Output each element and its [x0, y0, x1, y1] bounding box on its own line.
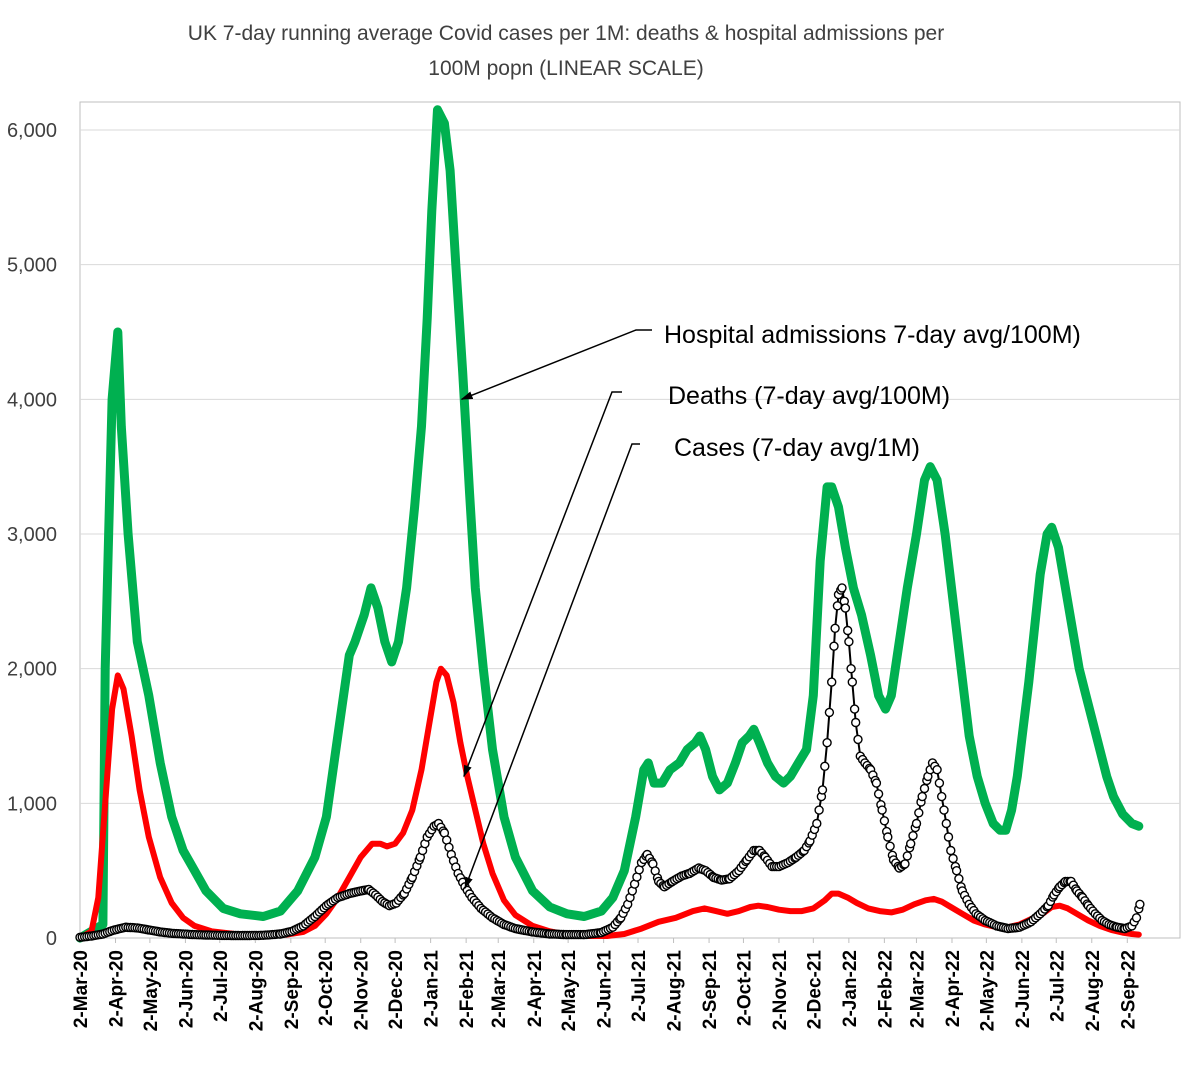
annotation-arrow: [463, 391, 622, 778]
x-tick-label: 2-Apr-21: [525, 950, 546, 1028]
data-point: [844, 637, 854, 647]
data-point: [934, 778, 945, 788]
x-tick-label: 2-Feb-22: [875, 950, 896, 1028]
x-tick-label: 2-Nov-20: [352, 950, 373, 1030]
series-hospital-admissions: [75, 105, 1144, 943]
data-point: [849, 704, 860, 714]
y-tick-label: 5,000: [7, 255, 57, 277]
data-point: [1135, 899, 1145, 909]
y-tick-label: 1,000: [7, 793, 57, 815]
x-tick-label: 2-Sep-20: [282, 950, 303, 1029]
annotation-hospital-admissions: Hospital admissions 7-day avg/100M): [664, 321, 1081, 349]
data-point: [900, 859, 910, 869]
x-tick-label: 2-Oct-20: [316, 950, 337, 1026]
series-line: [75, 105, 1144, 943]
data-point: [871, 778, 882, 788]
x-tick-label: 2-May-21: [559, 950, 580, 1032]
data-point: [820, 761, 830, 771]
x-tick-label: 2-Jul-20: [211, 950, 232, 1022]
chart-title-line-1: UK 7-day running average Covid cases per…: [188, 22, 944, 45]
data-point: [951, 866, 962, 876]
data-point: [919, 783, 930, 794]
annotations: Hospital admissions 7-day avg/100M) Deat…: [460, 321, 1081, 890]
data-point: [885, 841, 895, 851]
y-tick-label: 4,000: [7, 389, 57, 411]
data-point: [822, 738, 832, 748]
data-point: [946, 845, 956, 856]
x-tick-label: 2-Nov-21: [770, 950, 791, 1031]
x-tick-label: 2-Mar-20: [71, 950, 92, 1028]
annotation-cases: Cases (7-day avg/1M): [674, 434, 920, 462]
data-point: [837, 583, 847, 593]
y-tick-label: 3,000: [7, 524, 57, 546]
x-tick-label: 2-Aug-22: [1083, 950, 1104, 1031]
x-tick-label: 2-Aug-20: [246, 950, 267, 1031]
data-point: [941, 818, 951, 829]
data-point: [902, 851, 912, 861]
x-tick-label: 2-Apr-20: [107, 950, 128, 1027]
data-point: [1131, 913, 1142, 923]
x-tick-label: 2-May-22: [977, 950, 998, 1031]
x-tick-label: 2-Jun-21: [595, 950, 616, 1029]
data-point: [954, 874, 964, 884]
x-tick-label: 2-Dec-20: [386, 950, 407, 1029]
data-point: [948, 853, 958, 864]
annotation-arrow: [464, 443, 640, 890]
x-tick-label: 2-Jan-21: [422, 950, 443, 1028]
data-point: [908, 831, 918, 841]
data-point: [937, 791, 947, 802]
data-point: [846, 664, 856, 674]
x-tick-label: 2-Sep-22: [1118, 950, 1139, 1029]
data-point: [843, 625, 853, 636]
data-point: [830, 623, 840, 633]
data-point: [939, 805, 949, 815]
data-point: [873, 789, 884, 799]
data-point: [906, 839, 916, 849]
data-point: [853, 734, 863, 745]
x-tick-label: 2-Mar-21: [489, 950, 510, 1029]
data-point: [917, 791, 927, 802]
x-tick-label: 2-Jun-22: [1013, 950, 1034, 1028]
data-point: [829, 641, 839, 651]
x-axis-ticks: 2-Mar-20 2-Apr-20 2-May-20 2-Jun-20 2-Jul-20…: [71, 938, 1139, 1031]
data-point: [840, 603, 851, 613]
data-point: [814, 805, 824, 815]
data-point: [883, 832, 893, 842]
y-tick-label: 0: [46, 928, 57, 950]
data-point: [827, 677, 837, 687]
y-tick-label: 6,000: [7, 120, 57, 142]
data-point: [911, 818, 922, 829]
annotation-arrow: [460, 329, 652, 400]
data-point: [879, 816, 890, 826]
plot-area: [79, 101, 1181, 939]
x-tick-label: 2-Jun-20: [176, 950, 197, 1028]
x-tick-label: 2-Oct-21: [734, 950, 755, 1026]
annotation-deaths: Deaths (7-day avg/100M): [668, 382, 950, 410]
x-tick-label: 2-Sep-21: [700, 950, 721, 1030]
series-cases: [75, 583, 1145, 942]
x-tick-label: 2-Jul-21: [629, 950, 650, 1022]
x-tick-label: 2-Feb-21: [457, 950, 478, 1029]
x-tick-label: 2-Apr-22: [943, 950, 964, 1027]
x-tick-label: 2-Jul-22: [1047, 950, 1068, 1022]
x-tick-label: 2-Aug-21: [665, 950, 686, 1032]
data-point: [877, 805, 887, 815]
y-axis-ticks: 0 1,000 2,000 3,000 4,000 5,000 6,000: [7, 120, 57, 950]
x-tick-label: 2-Mar-22: [907, 950, 928, 1028]
data-point: [824, 707, 835, 718]
data-point: [817, 785, 828, 795]
data-point: [914, 808, 924, 818]
data-point: [851, 717, 861, 728]
data-point: [932, 765, 942, 775]
data-point: [812, 818, 822, 829]
data-point: [847, 677, 857, 687]
x-tick-label: 2-Dec-21: [804, 950, 825, 1030]
chart-title-line-2: 100M popn (LINEAR SCALE): [428, 57, 703, 80]
y-tick-label: 2,000: [7, 659, 57, 681]
data-point: [943, 832, 954, 842]
x-tick-label: 2-Jan-22: [840, 950, 861, 1027]
x-tick-label: 2-May-20: [141, 950, 162, 1031]
